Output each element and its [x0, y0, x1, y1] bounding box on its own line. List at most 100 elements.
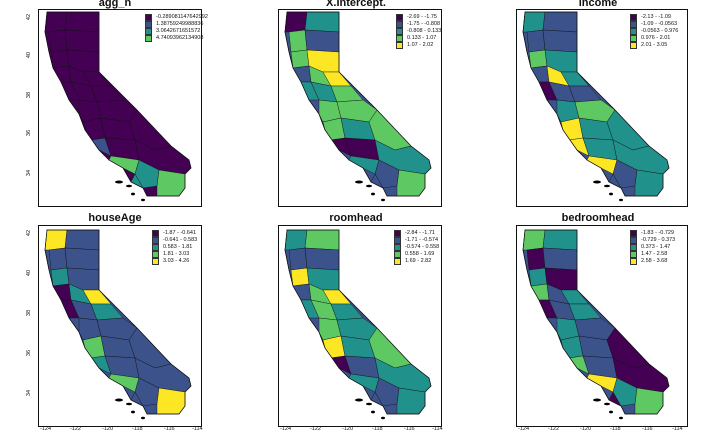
county-region	[156, 387, 186, 414]
legend-swatch	[394, 237, 401, 244]
x-tick-label: -120	[102, 426, 114, 432]
map-legend: -0.289081147642992 1.38759249988836 3.0642…	[145, 14, 208, 42]
y-tick-label: 40	[26, 269, 33, 277]
map-panel-agg-n: agg_n -0.289081147642992 1.38759249988836…	[26, 0, 208, 210]
legend-item: 1.38759249988836	[145, 21, 208, 28]
x-tick-label: -124	[518, 426, 530, 432]
legend-label: 1.47 - 2.58	[641, 251, 668, 257]
legend-item: -2.13 - -1.09	[630, 14, 678, 21]
legend-swatch	[396, 42, 403, 49]
county-region	[285, 230, 308, 251]
state-border	[284, 11, 432, 197]
legend-item: 0.583 - 1.81	[152, 244, 197, 251]
legend-swatch	[152, 244, 159, 251]
county-region	[285, 12, 308, 33]
county-region	[64, 230, 100, 251]
y-tick-label: 38	[26, 309, 33, 317]
legend-swatch	[396, 35, 403, 42]
legend-swatch	[145, 28, 152, 35]
county-region	[586, 373, 618, 393]
legend-item: -0.729 - 0.373	[630, 237, 675, 244]
county-region	[292, 65, 312, 83]
legend-label: -0.0563 - 0.976	[641, 28, 679, 34]
legend-swatch	[145, 21, 152, 28]
legend-swatch	[630, 230, 637, 237]
legend-item: -2.69 - -1.75	[396, 14, 441, 21]
county-region	[64, 29, 100, 53]
county-region	[290, 49, 310, 69]
legend-label: -0.289081147642992	[156, 14, 208, 20]
state-border	[522, 229, 670, 415]
county-region	[48, 29, 68, 53]
map-frame	[278, 225, 442, 427]
map-legend: -2.84 - -1.71 -1.71 - -0.574 -0.574 - 0.55…	[394, 230, 439, 265]
legend-swatch	[145, 35, 152, 42]
county-region	[50, 49, 70, 69]
california-map	[284, 229, 432, 420]
county-region	[612, 159, 638, 189]
map-panel-income: income -2.13 - -1.09 -1.09 - -0.0563 -0.05…	[508, 0, 688, 210]
legend-swatch	[152, 251, 159, 258]
county-region	[134, 159, 160, 189]
legend-label: -0.729 - 0.373	[641, 237, 676, 243]
panel-title: X.Intercept.	[326, 0, 386, 9]
x-tick-label: -116	[642, 426, 653, 432]
legend-item: 0.976 - 2.01	[630, 35, 678, 42]
map-frame	[516, 225, 688, 427]
county-region	[64, 12, 100, 33]
legend-swatch	[396, 21, 403, 28]
island-shape	[115, 398, 123, 402]
legend-label: 0.558 - 1.69	[405, 251, 435, 257]
california-map	[522, 11, 670, 202]
legend-item: 3.0642671651572	[145, 28, 208, 35]
county-region	[396, 169, 426, 196]
legend-swatch	[630, 21, 637, 28]
county-region	[50, 267, 70, 287]
y-tick-label: 42	[26, 13, 33, 21]
x-tick-label: -124	[280, 426, 292, 432]
legend-label: 0.976 - 2.01	[641, 35, 671, 41]
legend-item: 3.03 - 4.26	[152, 258, 197, 265]
county-region	[348, 155, 380, 175]
legend-swatch	[630, 237, 637, 244]
y-tick-label: 38	[26, 91, 33, 99]
county-region	[396, 387, 426, 414]
county-region	[304, 29, 340, 53]
legend-item: 0.558 - 1.69	[394, 251, 439, 258]
legend-swatch	[394, 244, 401, 251]
county-region	[290, 267, 310, 287]
island-shape	[604, 184, 610, 188]
county-region	[64, 247, 100, 271]
county-region	[542, 247, 578, 271]
legend-label: 0.583 - 1.81	[163, 244, 193, 250]
legend-item: -1.83 - -0.729	[630, 230, 675, 237]
x-tick-label: -114	[672, 426, 683, 432]
legend-label: -0.808 - 0.133	[407, 28, 442, 34]
island-shape	[141, 416, 145, 420]
island-shape	[604, 402, 610, 406]
x-tick-label: -120	[580, 426, 592, 432]
legend-item: 2.58 - 3.68	[630, 258, 675, 265]
legend-swatch	[630, 258, 637, 265]
island-shape	[371, 192, 375, 196]
island-shape	[131, 410, 135, 414]
y-tick-label: 34	[26, 169, 33, 177]
panel-title: agg_n	[98, 0, 132, 9]
legend-item: 2.01 - 3.05	[630, 42, 678, 49]
legend-swatch	[630, 14, 637, 21]
county-region	[374, 159, 400, 189]
legend-swatch	[152, 230, 159, 237]
legend-label: 0.133 - 1.07	[407, 35, 437, 41]
x-tick-label: -122	[310, 426, 322, 432]
legend-swatch	[630, 251, 637, 258]
county-region	[523, 230, 546, 251]
legend-label: 3.0642671651572	[156, 28, 201, 34]
legend-item: 1.69 - 2.82	[394, 258, 439, 265]
county-region	[48, 247, 68, 271]
legend-swatch	[394, 251, 401, 258]
x-tick-label: -116	[164, 426, 175, 432]
legend-item: 1.07 - 2.02	[396, 42, 441, 49]
california-map	[522, 229, 670, 420]
map-legend: -1.87 - -0.641 -0.641 - 0.583 0.583 - 1.81…	[152, 230, 197, 265]
map-panel-house-age: houseAge -1.87 - -0.641 -0.641 - 0.583 0.5…	[26, 210, 203, 432]
